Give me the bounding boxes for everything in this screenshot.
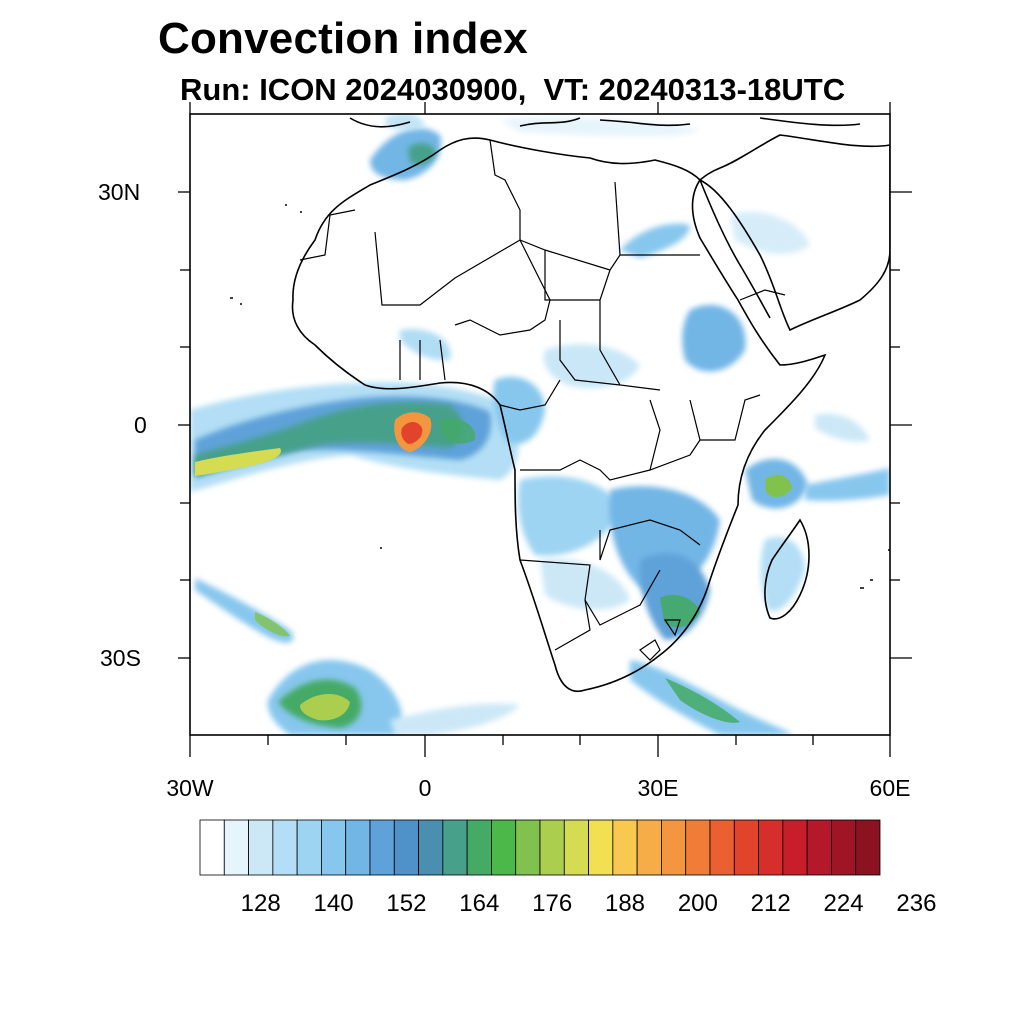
colorbar-box: [199, 819, 225, 876]
colorbar-box: [321, 819, 347, 876]
colorbar-box: [661, 819, 687, 876]
colorbar-label: 200: [677, 890, 718, 917]
colorbar: [199, 819, 881, 876]
colorbar-box: [442, 819, 468, 876]
field-io-north: [815, 413, 870, 442]
field-moz-green: [660, 594, 700, 628]
colorbar-label: 140: [313, 890, 354, 917]
island-dots: [230, 204, 890, 589]
arabia-coast: [698, 134, 890, 332]
field-satl-storm-yellow: [300, 694, 350, 721]
colorbar-box: [758, 819, 784, 876]
colorbar-label: 224: [823, 890, 864, 917]
field-indian-ocean: [805, 468, 890, 501]
lat-label-0: 0: [134, 412, 147, 438]
colorbar-box: [248, 819, 274, 876]
chart-title: Convection index: [158, 14, 528, 63]
convection-field: [190, 114, 890, 735]
field-egypt: [620, 223, 690, 258]
colorbar-box: [418, 819, 444, 876]
field-botswana: [540, 559, 630, 610]
colorbar-label: 164: [459, 890, 500, 917]
lon-label-30e: 30E: [637, 775, 679, 801]
field-madagascar-core: [765, 474, 792, 497]
colorbar-box: [515, 819, 541, 876]
lon-label-60e: 60E: [869, 775, 911, 801]
colorbar-box: [272, 819, 298, 876]
field-arabia: [730, 211, 810, 255]
country-borders: [299, 139, 786, 661]
field-satl-tail: [390, 703, 520, 735]
colorbar-label: 188: [604, 890, 646, 917]
colorbar-box: [588, 819, 614, 876]
field-saf-green: [665, 678, 740, 723]
colorbar-box: [345, 819, 371, 876]
field-mediterranean: [385, 114, 425, 131]
field-itcz-green-b: [440, 418, 476, 444]
colorbar-box: [831, 819, 857, 876]
colorbar-box: [806, 819, 832, 876]
field-ethiopia: [682, 304, 746, 372]
colorbar-box: [369, 819, 395, 876]
colorbar-box: [612, 819, 638, 876]
europe-coast: [349, 117, 861, 128]
coastlines: [230, 117, 890, 692]
colorbar-label: 176: [532, 890, 573, 917]
colorbar-box: [685, 819, 711, 876]
colorbar-box: [733, 819, 759, 876]
colorbar-box: [491, 819, 517, 876]
colorbar-box: [709, 819, 735, 876]
lat-label-30s: 30S: [100, 645, 141, 671]
colorbar-box: [393, 819, 419, 876]
field-westafrica: [400, 329, 451, 361]
colorbar-box: [296, 819, 322, 876]
colorbar-box: [539, 819, 565, 876]
field-itcz-yellow: [195, 448, 281, 476]
lon-label-30w: 30W: [166, 775, 214, 801]
lat-label-30n: 30N: [98, 179, 141, 205]
colorbar-box: [563, 819, 589, 876]
field-morocco: [370, 128, 441, 180]
chart-subtitle: Run: ICON 2024030900, VT: 20240313-18UTC: [180, 72, 846, 107]
colorbar-label: 128: [240, 890, 281, 917]
field-saf-trail: [630, 660, 792, 735]
colorbar-box: [782, 819, 808, 876]
colorbar-box: [855, 819, 881, 876]
field-satl-trail-green: [255, 612, 290, 637]
lon-label-0: 0: [418, 775, 432, 801]
field-morocco-green: [408, 143, 436, 165]
colorbar-box: [636, 819, 662, 876]
colorbar-label: 152: [386, 890, 427, 917]
colorbar-label: 236: [896, 890, 937, 917]
madagascar-coast: [764, 518, 810, 620]
field-itcz-hot: [401, 422, 423, 444]
tick-marks: [178, 102, 912, 757]
red-sea-coast: [699, 179, 771, 319]
field-angola: [518, 476, 620, 556]
field-madagascar-east: [760, 536, 805, 611]
colorbar-box: [466, 819, 492, 876]
colorbar-box: [223, 819, 249, 876]
colorbar-label: 212: [750, 890, 791, 917]
